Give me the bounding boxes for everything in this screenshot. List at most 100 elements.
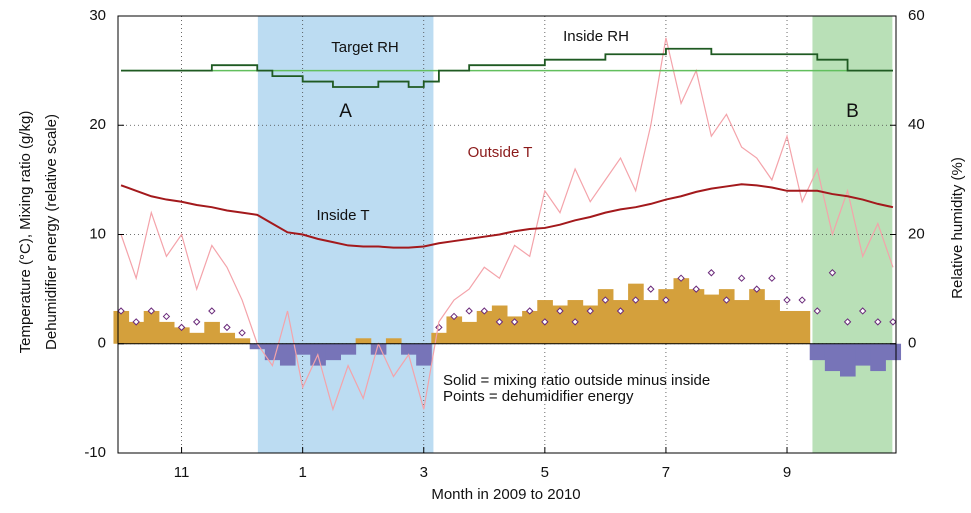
region-label: B bbox=[846, 101, 859, 122]
energy-point bbox=[631, 296, 640, 304]
energy-point bbox=[162, 312, 171, 321]
mixing-ratio-bar bbox=[673, 278, 690, 344]
mixing-ratio-bar bbox=[143, 310, 160, 344]
energy-point bbox=[177, 323, 186, 332]
mixing-ratio-bar bbox=[476, 310, 493, 344]
y-tick-label: -10 bbox=[84, 444, 106, 461]
series-label: Outside T bbox=[468, 144, 533, 161]
x-tick-label: 7 bbox=[662, 464, 670, 481]
energy-point bbox=[707, 269, 716, 277]
mixing-ratio-bar bbox=[189, 332, 205, 344]
energy-point bbox=[586, 307, 594, 315]
y-tick-label: 30 bbox=[89, 7, 106, 24]
energy-point bbox=[238, 329, 246, 337]
mixing-ratio-bar bbox=[431, 332, 447, 344]
mixing-ratio-bar bbox=[507, 316, 523, 344]
mixing-ratio-bar bbox=[174, 327, 190, 344]
x-tick-label: 3 bbox=[420, 464, 428, 481]
mixing-ratio-bar bbox=[718, 289, 735, 344]
region-label: A bbox=[339, 101, 352, 122]
x-axis-label: Month in 2009 to 2010 bbox=[431, 486, 580, 503]
y2-tick-label: 20 bbox=[908, 225, 925, 242]
mixing-ratio-bar bbox=[597, 289, 614, 344]
energy-point bbox=[147, 307, 156, 315]
energy-point bbox=[193, 318, 201, 326]
energy-point bbox=[525, 307, 534, 315]
energy-point bbox=[495, 318, 504, 326]
mixing-ratio-bar bbox=[612, 300, 629, 344]
energy-point bbox=[768, 274, 776, 282]
energy-point bbox=[813, 307, 821, 315]
series-label: Inside T bbox=[316, 207, 369, 224]
mixing-ratio-bar bbox=[885, 343, 902, 361]
mixing-ratio-bar bbox=[658, 289, 674, 344]
mixing-ratio-bar bbox=[552, 305, 569, 344]
series-label: Target RH bbox=[331, 39, 399, 56]
series-label: Inside RH bbox=[563, 28, 629, 45]
energy-point bbox=[889, 318, 897, 326]
mixing-ratio-bar bbox=[355, 338, 372, 344]
energy-point bbox=[798, 296, 806, 304]
series-line bbox=[121, 47, 893, 88]
energy-point bbox=[753, 285, 761, 293]
energy-point bbox=[722, 296, 731, 304]
y-axis-label: Temperature (°C), Mixing ratio (g/kg) bbox=[17, 111, 34, 354]
energy-point bbox=[571, 318, 579, 326]
energy-point bbox=[450, 312, 458, 321]
y2-tick-label: 0 bbox=[908, 335, 916, 352]
mixing-ratio-bar bbox=[416, 343, 432, 366]
energy-point bbox=[647, 285, 655, 293]
energy-point bbox=[737, 274, 746, 282]
energy-point bbox=[677, 274, 685, 282]
y2-axis-label: Relative humidity (%) bbox=[949, 157, 966, 299]
x-tick-label: 11 bbox=[174, 464, 190, 481]
series-line bbox=[120, 37, 894, 412]
mixing-ratio-bar bbox=[113, 310, 130, 344]
y-axis-label: Dehumidifier energy (relative scale) bbox=[43, 114, 60, 350]
energy-point bbox=[208, 307, 216, 315]
mixing-ratio-bar bbox=[628, 283, 644, 344]
y2-tick-label: 60 bbox=[908, 7, 925, 24]
energy-point bbox=[480, 307, 489, 315]
mixing-ratio-bar bbox=[794, 310, 811, 344]
mixing-ratio-bar bbox=[325, 343, 342, 361]
y-tick-label: 10 bbox=[89, 225, 106, 242]
mixing-ratio-bar bbox=[688, 289, 705, 344]
mixing-ratio-bar bbox=[128, 321, 145, 344]
mixing-ratio-bar bbox=[855, 343, 871, 366]
mixing-ratio-bar bbox=[643, 300, 659, 344]
mixing-ratio-bar bbox=[446, 316, 463, 344]
note: Solid = mixing ratio outside minus insid… bbox=[443, 372, 710, 389]
mixing-ratio-bar bbox=[370, 343, 387, 355]
x-tick-label: 9 bbox=[783, 464, 791, 481]
energy-point bbox=[828, 269, 837, 277]
x-tick-label: 1 bbox=[298, 464, 306, 481]
mixing-ratio-bar bbox=[204, 321, 220, 344]
mixing-ratio-bar bbox=[249, 343, 266, 350]
energy-point bbox=[132, 318, 140, 326]
mixing-ratio-bar bbox=[234, 338, 251, 344]
series-line bbox=[120, 183, 894, 249]
energy-point bbox=[874, 318, 882, 326]
shaded-region bbox=[812, 16, 893, 453]
energy-point bbox=[692, 285, 700, 293]
energy-point bbox=[510, 318, 519, 326]
mixing-ratio-bar bbox=[824, 343, 841, 372]
y2-tick-label: 40 bbox=[908, 116, 925, 133]
mixing-ratio-bar bbox=[340, 343, 357, 355]
mixing-ratio-bar bbox=[219, 332, 236, 344]
energy-point bbox=[843, 318, 852, 326]
mixing-ratio-bar bbox=[401, 343, 417, 355]
note: Points = dehumidifier energy bbox=[443, 388, 634, 405]
mixing-ratio-bar bbox=[703, 294, 720, 344]
mixing-ratio-bar bbox=[461, 321, 478, 344]
energy-point bbox=[117, 307, 125, 315]
mixing-ratio-bar bbox=[870, 343, 886, 372]
y-tick-label: 20 bbox=[89, 116, 106, 133]
energy-point bbox=[541, 318, 549, 326]
mixing-ratio-bar bbox=[385, 338, 402, 344]
energy-point bbox=[616, 307, 625, 315]
mixing-ratio-bar bbox=[158, 321, 175, 344]
mixing-ratio-bar bbox=[809, 343, 826, 361]
energy-point bbox=[223, 323, 231, 332]
